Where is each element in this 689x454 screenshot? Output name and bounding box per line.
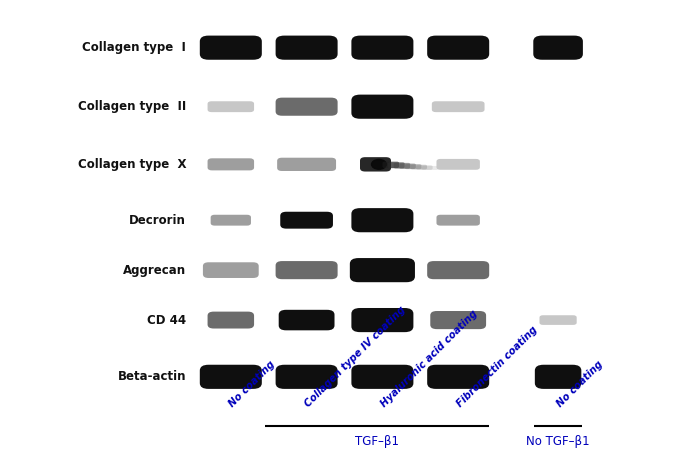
FancyBboxPatch shape bbox=[207, 311, 254, 329]
Text: No coating: No coating bbox=[555, 359, 604, 409]
FancyBboxPatch shape bbox=[400, 163, 416, 169]
FancyBboxPatch shape bbox=[393, 163, 410, 168]
Text: CD 44: CD 44 bbox=[147, 314, 186, 326]
FancyBboxPatch shape bbox=[427, 35, 489, 60]
FancyBboxPatch shape bbox=[360, 157, 391, 172]
FancyBboxPatch shape bbox=[278, 310, 335, 331]
Text: Collagen type  X: Collagen type X bbox=[78, 158, 186, 171]
FancyBboxPatch shape bbox=[533, 35, 583, 60]
FancyBboxPatch shape bbox=[427, 261, 489, 279]
FancyBboxPatch shape bbox=[211, 215, 251, 226]
FancyBboxPatch shape bbox=[422, 166, 438, 170]
Text: TGF–β1: TGF–β1 bbox=[356, 435, 399, 448]
FancyBboxPatch shape bbox=[351, 208, 413, 232]
Text: Fibronectin coating: Fibronectin coating bbox=[455, 324, 539, 409]
FancyBboxPatch shape bbox=[437, 159, 480, 170]
FancyBboxPatch shape bbox=[437, 215, 480, 226]
FancyBboxPatch shape bbox=[432, 101, 484, 112]
Text: No TGF–β1: No TGF–β1 bbox=[526, 435, 590, 448]
FancyBboxPatch shape bbox=[427, 365, 489, 389]
FancyBboxPatch shape bbox=[388, 162, 404, 168]
FancyBboxPatch shape bbox=[200, 35, 262, 60]
Circle shape bbox=[371, 159, 387, 169]
FancyBboxPatch shape bbox=[350, 258, 415, 282]
FancyBboxPatch shape bbox=[539, 315, 577, 325]
FancyBboxPatch shape bbox=[351, 94, 413, 119]
FancyBboxPatch shape bbox=[276, 35, 338, 60]
FancyBboxPatch shape bbox=[430, 311, 486, 329]
FancyBboxPatch shape bbox=[405, 164, 422, 169]
Text: Hyaluronic acid coating: Hyaluronic acid coating bbox=[379, 308, 480, 409]
FancyBboxPatch shape bbox=[200, 365, 262, 389]
Text: Decrorin: Decrorin bbox=[129, 214, 186, 227]
FancyBboxPatch shape bbox=[207, 101, 254, 112]
FancyBboxPatch shape bbox=[351, 308, 413, 332]
FancyBboxPatch shape bbox=[277, 158, 336, 171]
FancyBboxPatch shape bbox=[276, 365, 338, 389]
FancyBboxPatch shape bbox=[351, 365, 413, 389]
FancyBboxPatch shape bbox=[535, 365, 582, 389]
FancyBboxPatch shape bbox=[276, 261, 338, 279]
FancyBboxPatch shape bbox=[203, 262, 259, 278]
Text: Collagen type IV coating: Collagen type IV coating bbox=[303, 304, 408, 409]
Text: Beta-actin: Beta-actin bbox=[118, 370, 186, 383]
FancyBboxPatch shape bbox=[207, 158, 254, 170]
Text: No coating: No coating bbox=[227, 359, 277, 409]
Text: Collagen type  II: Collagen type II bbox=[78, 100, 186, 113]
FancyBboxPatch shape bbox=[280, 212, 333, 229]
FancyBboxPatch shape bbox=[351, 35, 413, 60]
Text: Collagen type  I: Collagen type I bbox=[82, 41, 186, 54]
FancyBboxPatch shape bbox=[416, 165, 433, 170]
Text: Aggrecan: Aggrecan bbox=[123, 264, 186, 276]
FancyBboxPatch shape bbox=[382, 162, 399, 168]
FancyBboxPatch shape bbox=[276, 98, 338, 116]
FancyBboxPatch shape bbox=[411, 165, 427, 169]
